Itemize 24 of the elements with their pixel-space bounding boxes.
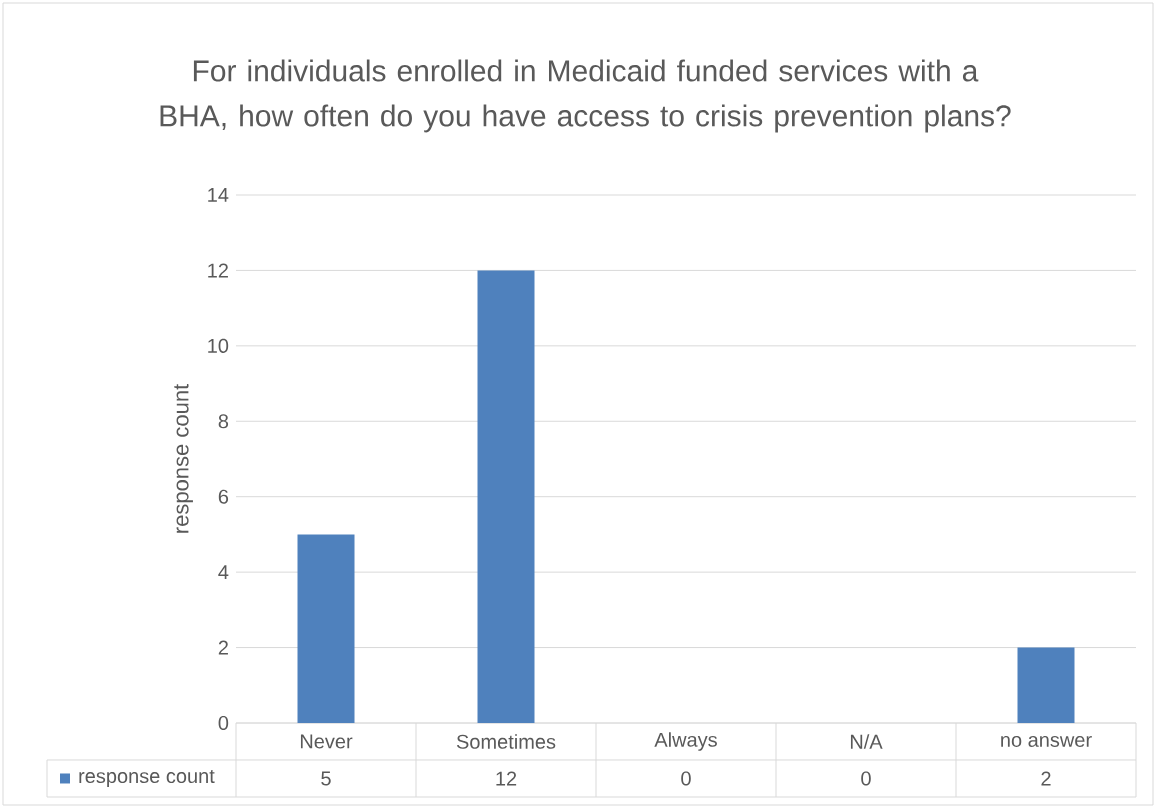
bar — [297, 534, 355, 723]
x-tick-label: no answer — [1001, 736, 1092, 747]
y-tick-label: 4 — [218, 565, 229, 580]
x-tick-label: Never — [300, 734, 353, 749]
y-tick-label: 2 — [218, 640, 228, 655]
x-tick-label: Sometimes — [456, 734, 556, 749]
y-tick-label: 0 — [218, 715, 229, 731]
chart-title: For individuals enrolled in Medicaid funded services with a BHA, how often do you have access to crisis prevention plans? — [160, 59, 1011, 133]
y-tick-label: 12 — [208, 263, 228, 278]
data-label: 0 — [861, 771, 871, 786]
bar — [477, 270, 535, 723]
data-label: 5 — [321, 771, 331, 786]
data-label: 0 — [681, 771, 691, 786]
data-label: 2 — [1041, 771, 1051, 786]
y-tick-label: 6 — [218, 489, 229, 504]
x-tick-label: Always — [654, 732, 717, 751]
y-tick-label: 10 — [208, 338, 229, 353]
data-label: 12 — [496, 771, 517, 786]
y-tick-label: 8 — [218, 414, 229, 429]
legend-label: response count — [79, 769, 215, 788]
bar — [1017, 647, 1075, 723]
y-axis-title: response count — [174, 383, 193, 533]
y-tick-label: 14 — [208, 188, 229, 202]
x-tick-label: N/A — [850, 734, 883, 749]
